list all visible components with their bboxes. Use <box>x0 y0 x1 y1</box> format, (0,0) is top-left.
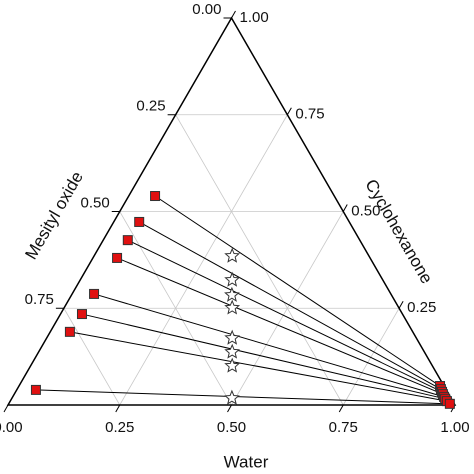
square-point <box>76 309 87 320</box>
tie-line <box>69 331 448 402</box>
square-point <box>112 252 123 263</box>
star-point <box>224 343 241 359</box>
left-tick-label: 0.75 <box>25 291 54 308</box>
bottom-tick-label: 0.75 <box>329 419 358 436</box>
star-point <box>224 247 241 263</box>
left-tick-label: 0.25 <box>136 98 165 115</box>
right-tick-label: 0.50 <box>351 202 380 219</box>
tick-mark <box>398 301 404 309</box>
star-point <box>224 389 240 405</box>
square-point <box>122 235 133 246</box>
right-tick-label: 0.25 <box>407 299 436 316</box>
tie-line <box>138 221 442 390</box>
grid-line <box>63 308 121 406</box>
star-point <box>224 329 241 345</box>
left-axis-title: Mesityl oxide <box>21 168 87 263</box>
square-point <box>134 216 145 227</box>
square-point <box>30 384 41 395</box>
tie-line <box>116 257 444 395</box>
right-axis-title: Cyclohexanone <box>361 176 436 287</box>
square-point <box>444 398 455 409</box>
bottom-tick-label: 0.25 <box>105 419 134 436</box>
square-point <box>89 288 100 299</box>
tick-mark <box>227 404 232 413</box>
right-tick-label: 0.75 <box>295 106 324 123</box>
tick-mark <box>115 404 121 413</box>
grid-line <box>175 114 344 406</box>
left-tick-label: 0.00 <box>192 1 221 18</box>
tick-mark <box>286 107 292 115</box>
triangle-frame <box>6 16 457 406</box>
star-point <box>224 299 241 315</box>
star-point <box>224 286 240 302</box>
tick-mark <box>342 204 348 212</box>
tick-mark <box>3 404 9 413</box>
star-point <box>224 357 241 373</box>
tie-line <box>127 239 443 393</box>
bottom-tick-label: 0.00 <box>0 419 23 436</box>
left-tick-label: 0.50 <box>81 194 110 211</box>
star-point <box>224 271 241 287</box>
tie-line <box>81 313 446 400</box>
bottom-tick-label: 1.00 <box>440 419 469 436</box>
bottom-axis-title: Water <box>224 452 269 471</box>
square-point <box>64 326 75 337</box>
bottom-tick-label: 0.50 <box>217 419 246 436</box>
tick-mark <box>231 10 236 19</box>
tie-line <box>93 293 445 398</box>
tie-line <box>154 195 441 387</box>
tick-mark <box>338 404 344 413</box>
square-point <box>150 191 161 202</box>
grid-line <box>342 308 400 406</box>
tie-line <box>35 389 450 405</box>
grid-line <box>119 114 288 406</box>
right-tick-label: 1.00 <box>240 9 269 26</box>
